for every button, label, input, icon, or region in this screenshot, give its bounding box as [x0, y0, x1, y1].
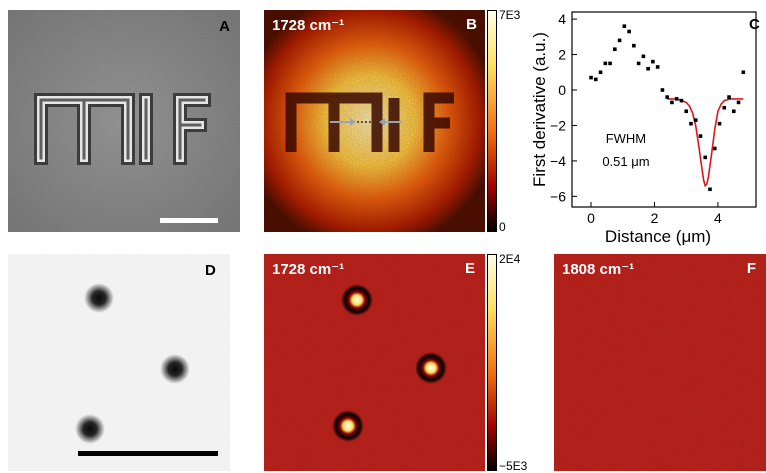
panel-f-wavenumber: 1808 cm⁻¹	[562, 261, 635, 278]
panel-b: 1728 cm⁻¹ B	[264, 10, 485, 232]
data-point	[632, 43, 636, 48]
data-point	[617, 38, 622, 43]
panel-c-label: C	[749, 16, 760, 33]
data-point	[608, 61, 612, 66]
x-tick-label: 2	[651, 210, 659, 226]
particle-1	[341, 284, 373, 316]
data-point	[741, 70, 746, 75]
panel-d-image	[8, 254, 230, 471]
panel-a-image	[8, 10, 240, 232]
y-axis-label: First derivative (a.u.)	[532, 32, 549, 187]
data-point	[727, 95, 731, 99]
data-point	[589, 75, 593, 80]
data-point	[655, 65, 660, 69]
panel-c: 4 2 0 −2 −4 −6 0 2 4 First derivative (a.u.) Di…	[532, 0, 766, 250]
gaussian-fit-line	[667, 98, 744, 188]
panel-e-image	[264, 254, 485, 471]
data-point	[636, 61, 641, 66]
data-point	[613, 47, 617, 52]
panel-e-label: E	[464, 260, 475, 277]
data-point	[703, 155, 708, 160]
data-point	[622, 24, 627, 28]
panel-d: D	[8, 254, 230, 471]
y-tick-label: −4	[550, 153, 566, 169]
data-point	[722, 105, 727, 110]
data-point	[646, 66, 650, 71]
data-point	[736, 100, 741, 105]
panel-e-colorbar-min: −5E3	[499, 459, 528, 473]
fwhm-value: 0.51 μm	[602, 154, 649, 169]
scale-bar	[160, 218, 218, 223]
panel-e-wavenumber: 1728 cm⁻¹	[272, 261, 345, 278]
data-point	[593, 77, 598, 82]
data-point	[698, 134, 703, 138]
data-point	[731, 109, 736, 114]
x-tick-label: 0	[587, 210, 595, 226]
data-point	[641, 54, 646, 59]
y-tick-label: −2	[550, 117, 566, 133]
panel-d-label: D	[205, 262, 216, 279]
data-point	[708, 187, 712, 192]
panel-b-label: B	[466, 16, 477, 33]
y-tick-label: 2	[558, 47, 566, 63]
panel-e-colorbar	[487, 254, 497, 471]
panel-a-label: A	[219, 18, 230, 35]
y-tick-label: −6	[550, 188, 566, 204]
particle-1	[84, 283, 114, 313]
panel-f-image	[554, 254, 766, 471]
x-tick-label: 4	[714, 210, 722, 226]
data-point	[665, 95, 669, 99]
chart-frame	[571, 11, 757, 208]
particle-2	[160, 354, 190, 384]
data-point	[693, 118, 698, 122]
particle-3	[75, 414, 105, 444]
data-point	[679, 98, 684, 103]
panel-f: 1808 cm⁻¹ F	[554, 254, 766, 471]
panel-c-chart: 4 2 0 −2 −4 −6 0 2 4 First derivative (a.u.) Di…	[532, 11, 757, 246]
data-point	[660, 88, 665, 92]
data-point	[689, 121, 693, 126]
particle-3	[332, 410, 364, 442]
data-point	[627, 29, 631, 34]
data-point	[598, 70, 603, 75]
panel-b-wavenumber: 1728 cm⁻¹	[272, 17, 345, 34]
data-point	[674, 97, 679, 101]
x-axis-label: Distance (μm)	[605, 227, 711, 246]
y-tick-label: 0	[558, 82, 566, 98]
panel-f-label: F	[746, 260, 756, 277]
data-point	[603, 61, 608, 66]
mif-dark-letters	[285, 92, 454, 152]
scale-bar	[78, 451, 218, 456]
data-point	[712, 146, 717, 151]
y-tick-label: 4	[558, 11, 566, 27]
mif-letters	[34, 93, 211, 165]
panel-b-colorbar-min: 0	[499, 220, 506, 234]
panel-e: 1728 cm⁻¹ E	[264, 254, 485, 471]
panel-b-colorbar	[487, 10, 497, 232]
panel-e-colorbar-max: 2E4	[499, 252, 521, 266]
data-point	[670, 100, 674, 105]
fwhm-label: FWHM	[606, 131, 646, 146]
data-point	[651, 59, 655, 64]
data-point	[717, 121, 722, 126]
panel-b-colorbar-max: 7E3	[499, 8, 521, 22]
panel-a: A	[8, 10, 240, 232]
data-point	[684, 109, 689, 114]
panel-b-image	[264, 10, 485, 232]
particle-2	[415, 352, 447, 384]
